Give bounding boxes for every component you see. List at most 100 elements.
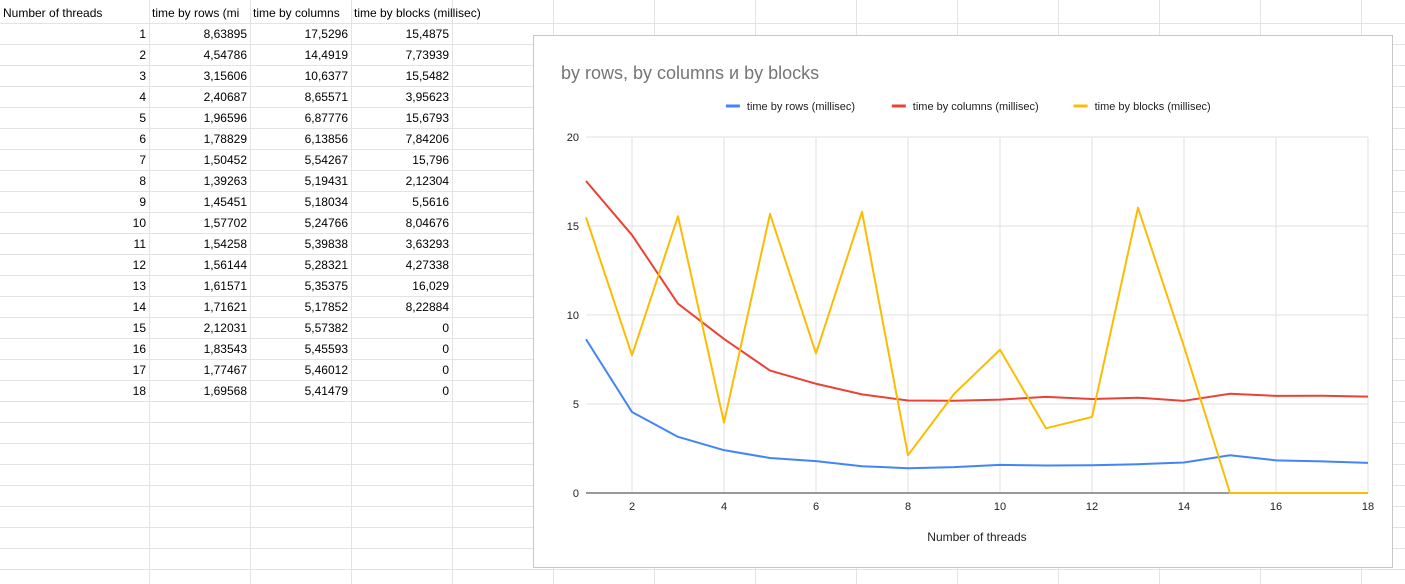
data-cell[interactable]: 1,77467 — [203, 363, 247, 377]
x-tick-label: 10 — [994, 501, 1006, 513]
x-tick-label: 18 — [1362, 501, 1374, 513]
data-cell[interactable]: 1,71621 — [203, 300, 247, 314]
header-cell[interactable]: Number of threads — [3, 6, 103, 20]
data-cell[interactable]: 15,6793 — [405, 111, 449, 125]
data-cell[interactable]: 5,39838 — [304, 237, 348, 251]
data-cell[interactable]: 5,19431 — [304, 174, 348, 188]
data-cell[interactable]: 8,63895 — [203, 27, 247, 41]
x-tick-label: 4 — [721, 501, 727, 513]
data-cell[interactable]: 17 — [132, 363, 146, 377]
data-cell[interactable]: 17,5296 — [304, 27, 348, 41]
data-cell[interactable]: 5,28321 — [304, 258, 348, 272]
data-cell[interactable]: 15,796 — [412, 153, 449, 167]
x-tick-label: 2 — [629, 501, 635, 513]
y-tick-label: 20 — [567, 132, 579, 144]
data-cell[interactable]: 1,96596 — [203, 111, 247, 125]
data-cell[interactable]: 1,83543 — [203, 342, 247, 356]
data-cell[interactable]: 8,04676 — [405, 216, 449, 230]
data-cell[interactable]: 6,87776 — [304, 111, 348, 125]
series-line — [585, 206, 1368, 494]
data-cell[interactable]: 1 — [139, 27, 146, 41]
data-cell[interactable]: 5,54267 — [304, 153, 348, 167]
data-cell[interactable]: 1,78829 — [203, 132, 247, 146]
data-cell[interactable]: 5,45593 — [304, 342, 348, 356]
header-cell[interactable]: time by columns — [253, 6, 340, 20]
data-cell[interactable]: 7,84206 — [405, 132, 449, 146]
series-line — [585, 180, 1369, 402]
data-cell[interactable]: 10,6377 — [304, 69, 348, 83]
data-cell[interactable]: 3 — [139, 69, 146, 83]
data-cell[interactable]: 7,73939 — [405, 48, 449, 62]
data-cell[interactable]: 14 — [132, 300, 146, 314]
y-tick-label: 5 — [573, 399, 579, 411]
data-cell[interactable]: 6,13856 — [304, 132, 348, 146]
header-cell[interactable]: time by blocks (millisec) — [354, 6, 481, 20]
data-cell[interactable]: 7 — [139, 153, 146, 167]
data-cell[interactable]: 8,22884 — [405, 300, 449, 314]
data-cell[interactable]: 1,45451 — [203, 195, 247, 209]
data-cell[interactable]: 3,15606 — [203, 69, 247, 83]
legend-label: time by blocks (millisec) — [1095, 101, 1211, 113]
data-cell[interactable]: 5,35375 — [304, 279, 348, 293]
data-cell[interactable]: 14,4919 — [304, 48, 348, 62]
data-cell[interactable]: 12 — [132, 258, 146, 272]
data-cell[interactable]: 2,40687 — [203, 90, 247, 104]
data-cell[interactable]: 13 — [132, 279, 146, 293]
y-tick-label: 10 — [567, 310, 579, 322]
data-cell[interactable]: 1,69568 — [203, 384, 247, 398]
data-cell[interactable]: 15 — [132, 321, 146, 335]
x-tick-label: 14 — [1178, 501, 1190, 513]
data-cell[interactable]: 5,57382 — [304, 321, 348, 335]
data-cell[interactable]: 0 — [442, 321, 449, 335]
data-cell[interactable]: 8,65571 — [304, 90, 348, 104]
data-cell[interactable]: 1,57702 — [203, 216, 247, 230]
data-cell[interactable]: 9 — [139, 195, 146, 209]
data-cell[interactable]: 5,41479 — [304, 384, 348, 398]
data-cell[interactable]: 5 — [139, 111, 146, 125]
y-tick-label: 15 — [567, 221, 579, 233]
header-cell[interactable]: time by rows (mi — [152, 6, 240, 20]
y-tick-label: 0 — [573, 488, 579, 500]
data-cell[interactable]: 16 — [132, 342, 146, 356]
data-cell[interactable]: 10 — [132, 216, 146, 230]
legend-label: time by columns (millisec) — [913, 101, 1039, 113]
data-cell[interactable]: 3,63293 — [405, 237, 449, 251]
data-cell[interactable]: 5,46012 — [304, 363, 348, 377]
line-chart[interactable]: 0 5 10 15 20 2 4 6 8 10 12 14 16 18 by rows, by colum… — [533, 35, 1393, 568]
data-cell[interactable]: 3,95623 — [405, 90, 449, 104]
data-cell[interactable]: 0 — [442, 363, 449, 377]
grid-row-line — [0, 569, 1405, 570]
data-cell[interactable]: 8 — [139, 174, 146, 188]
data-cell[interactable]: 11 — [133, 237, 146, 251]
data-cell[interactable]: 15,4875 — [405, 27, 449, 41]
data-cell[interactable]: 1,54258 — [203, 237, 247, 251]
series-line — [585, 338, 1369, 470]
data-cell[interactable]: 6 — [139, 132, 146, 146]
data-cell[interactable]: 15,5482 — [405, 69, 449, 83]
data-cell[interactable]: 1,39263 — [203, 174, 247, 188]
data-cell[interactable]: 4,54786 — [203, 48, 247, 62]
data-cell[interactable]: 1,56144 — [203, 258, 247, 272]
x-axis-label: Number of threads — [927, 530, 1026, 544]
data-cell[interactable]: 16,029 — [412, 279, 449, 293]
data-cell[interactable]: 2,12304 — [405, 174, 449, 188]
grid-row-line — [0, 23, 1405, 24]
data-cell[interactable]: 5,17852 — [304, 300, 348, 314]
data-cell[interactable]: 5,5616 — [412, 195, 449, 209]
data-cell[interactable]: 0 — [442, 342, 449, 356]
x-tick-label: 6 — [813, 501, 819, 513]
data-cell[interactable]: 5,18034 — [304, 195, 348, 209]
data-cell[interactable]: 5,24766 — [304, 216, 348, 230]
data-cell[interactable]: 1,50452 — [203, 153, 247, 167]
data-cell[interactable]: 2 — [139, 48, 146, 62]
chart-svg: 0 5 10 15 20 2 4 6 8 10 12 14 16 18 by rows, by colum… — [561, 63, 1374, 544]
data-cell[interactable]: 18 — [132, 384, 146, 398]
x-tick-label: 16 — [1270, 501, 1282, 513]
grid-column-line — [149, 0, 150, 584]
grid-column-line — [351, 0, 352, 584]
data-cell[interactable]: 4 — [139, 90, 146, 104]
data-cell[interactable]: 1,61571 — [203, 279, 247, 293]
data-cell[interactable]: 4,27338 — [405, 258, 449, 272]
data-cell[interactable]: 0 — [442, 384, 449, 398]
data-cell[interactable]: 2,12031 — [203, 321, 247, 335]
